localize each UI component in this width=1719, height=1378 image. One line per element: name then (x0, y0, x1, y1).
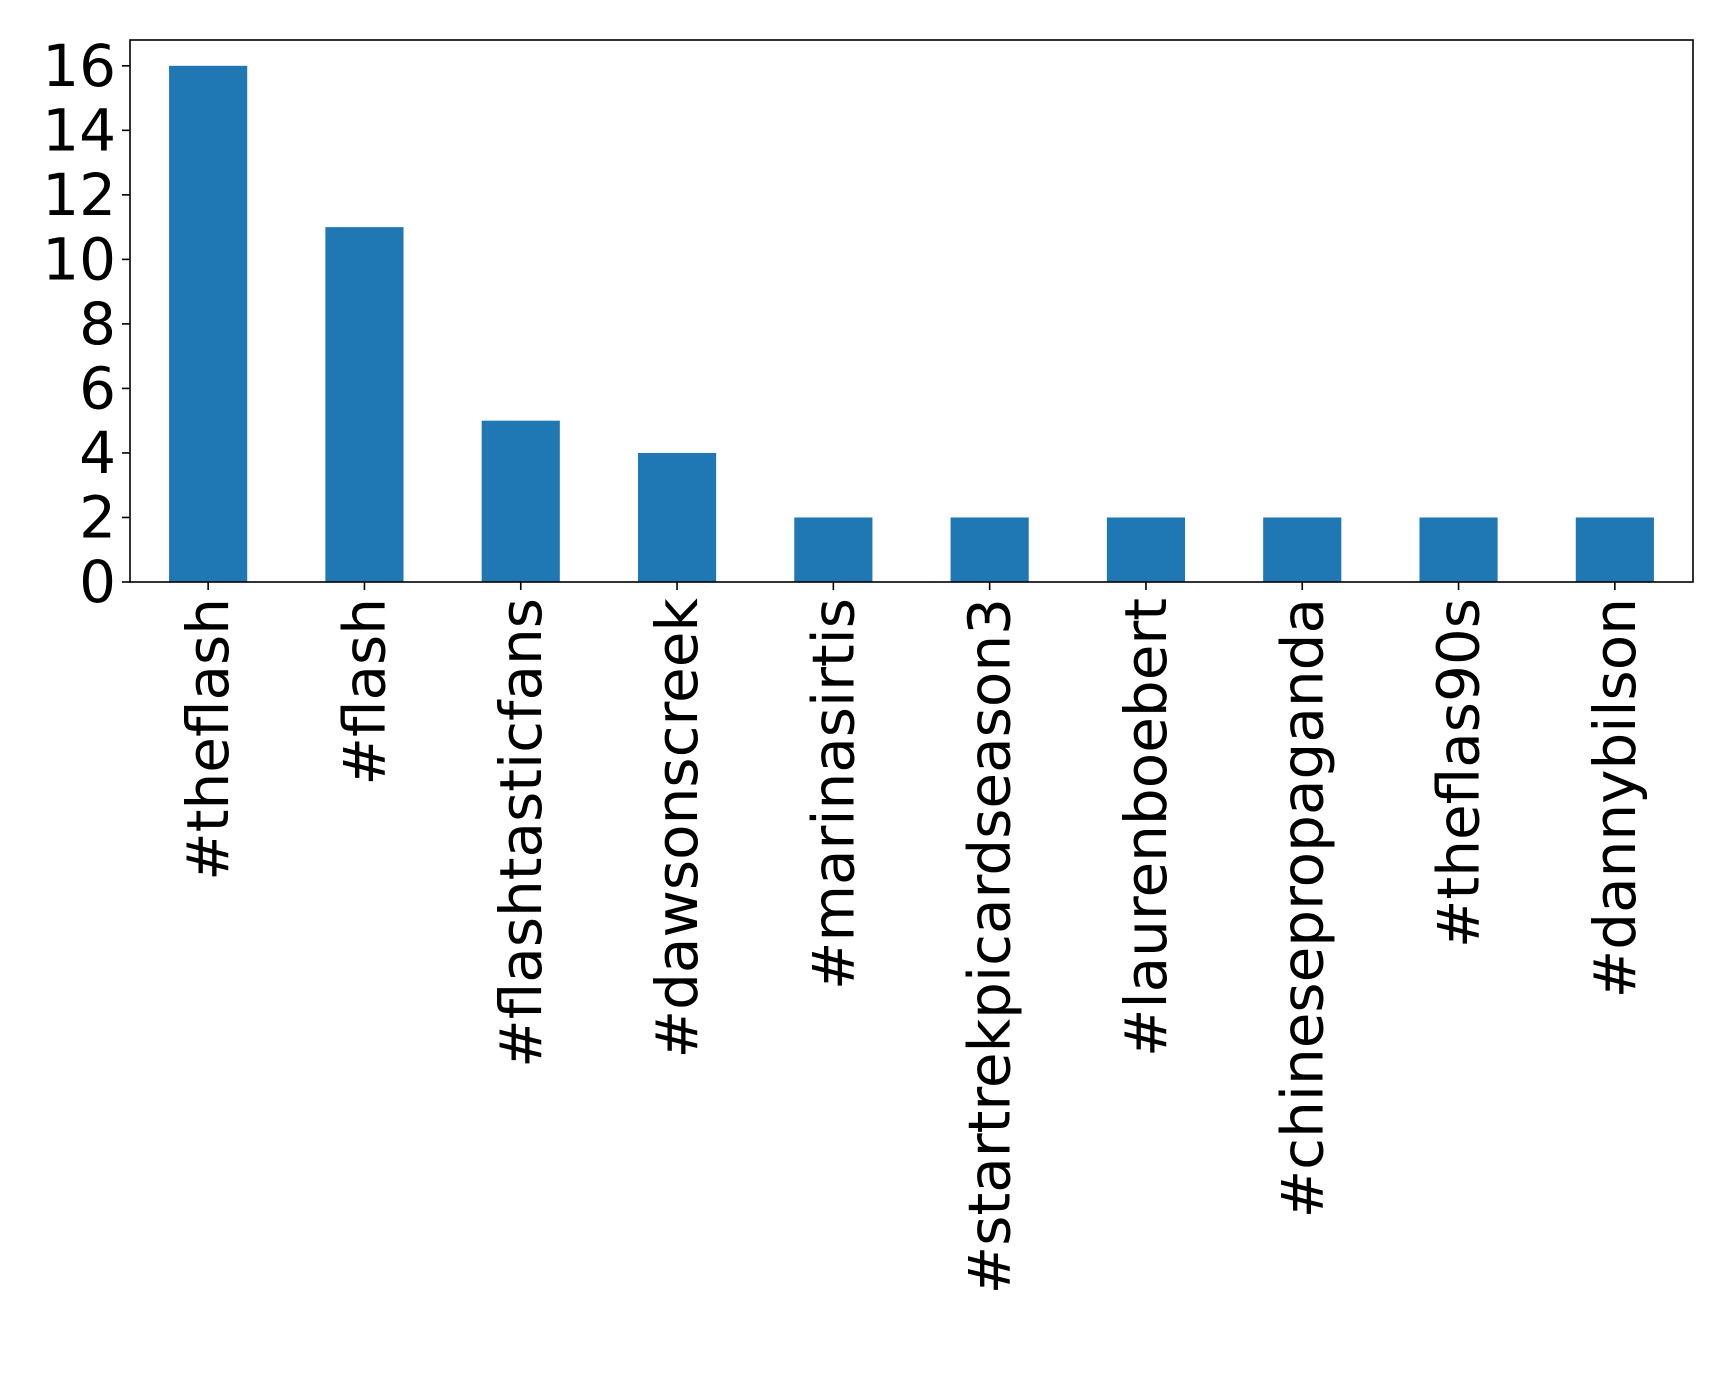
bar-dawsonscreek (637, 452, 717, 582)
y-tick-label: 2 (79, 483, 116, 551)
x-tick-label: #dannybilson (1581, 598, 1649, 998)
y-tick-label: 8 (79, 290, 116, 358)
x-tick-label: #dawsonscreek (643, 598, 711, 1059)
plot-frame (129, 39, 1694, 583)
x-tick-label: #laurenboebert (1112, 598, 1180, 1057)
bar-startrekpicardseason3 (950, 517, 1029, 582)
y-tick-label: 12 (42, 161, 116, 229)
y-tick-label: 4 (79, 419, 116, 487)
x-tick-label: #chinesepropaganda (1268, 598, 1336, 1218)
x-axis: #theflash #flash #flashtasticfans #dawsonsc… (174, 582, 1649, 1294)
x-tick-label: #startrekpicardseason3 (956, 598, 1024, 1294)
bar-theflas90s (1419, 517, 1498, 582)
bars-layer (169, 65, 1654, 583)
y-tick-label: 0 (79, 548, 116, 616)
x-tick-label: #marinasirtis (799, 598, 867, 990)
x-tick-label: #flash (330, 598, 398, 786)
x-tick-label: #theflas90s (1425, 598, 1493, 948)
bar-chinesepropaganda (1263, 517, 1342, 582)
x-tick-label: #flashtasticfans (487, 598, 555, 1068)
y-tick-label: 10 (42, 225, 116, 293)
bar-theflash (169, 65, 248, 583)
bar-laurenboebert (1106, 517, 1186, 582)
bar-flashtasticfans (481, 420, 560, 582)
bar-flash (325, 227, 404, 582)
bar-dannybilson (1575, 517, 1654, 582)
y-tick-label: 14 (42, 96, 116, 164)
x-tick-label: #theflash (174, 598, 242, 881)
bar-marinasirtis (794, 517, 873, 582)
y-tick-label: 16 (42, 32, 116, 100)
y-tick-label: 6 (79, 354, 116, 422)
